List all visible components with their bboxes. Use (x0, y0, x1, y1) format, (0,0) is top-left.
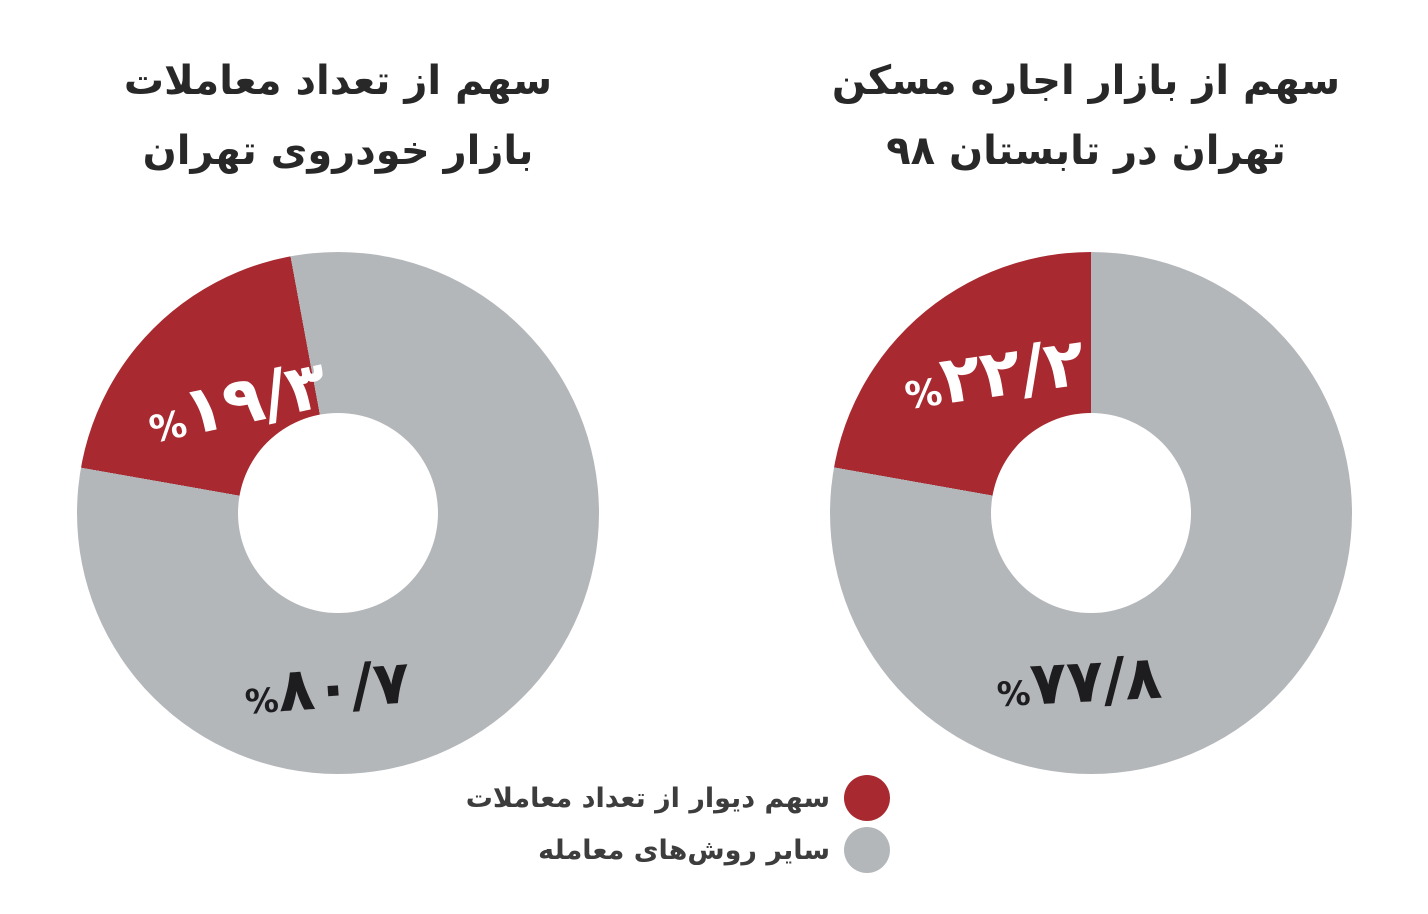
others-share-value: ۸۰/۷ (275, 647, 412, 727)
legend-label-divar-share: سهم دیوار از تعداد معاملات (465, 782, 830, 814)
car-market-title-line-1: سهم از تعداد معاملات (123, 58, 553, 104)
car-market-chart-title: سهم از تعداد معاملات بازار خودروی تهران (58, 46, 618, 186)
legend-swatch-gray (844, 827, 890, 873)
donut-hole (991, 413, 1191, 613)
car-market-title-line-2: بازار خودروی تهران (142, 128, 534, 174)
rental-market-chart-title: سهم از بازار اجاره مسکن تهران در تابستان… (806, 46, 1366, 186)
rental-market-title-line-2: تهران در تابستان ۹۸ (886, 128, 1286, 174)
legend-label-other-methods: سایر روش‌های معامله (538, 834, 830, 866)
others-share-value: ۷۷/۸ (1028, 642, 1164, 720)
donut-hole (238, 413, 438, 613)
legend-item-divar-share: سهم دیوار از تعداد معاملات (466, 774, 890, 822)
legend: سهم دیوار از تعداد معاملات سایر روش‌های … (466, 774, 890, 874)
rental-market-title-line-1: سهم از بازار اجاره مسکن (831, 58, 1341, 104)
rental-market-divar-share-label: %۲۲/۲ (899, 323, 1090, 425)
percent-sign: % (902, 370, 945, 418)
car-market-donut-chart: %۱۹/۳ %۸۰/۷ (77, 252, 599, 774)
percent-sign: % (243, 680, 281, 722)
car-market-others-share-label: %۸۰/۷ (242, 647, 412, 728)
rental-market-donut-chart: %۲۲/۲ %۷۷/۸ (830, 252, 1352, 774)
rental-market-others-share-label: %۷۷/۸ (995, 643, 1164, 722)
legend-swatch-red (844, 775, 890, 821)
legend-item-other-methods: سایر روش‌های معامله (466, 826, 890, 874)
percent-sign: % (995, 673, 1032, 715)
divar-share-value: ۲۲/۲ (935, 323, 1090, 420)
